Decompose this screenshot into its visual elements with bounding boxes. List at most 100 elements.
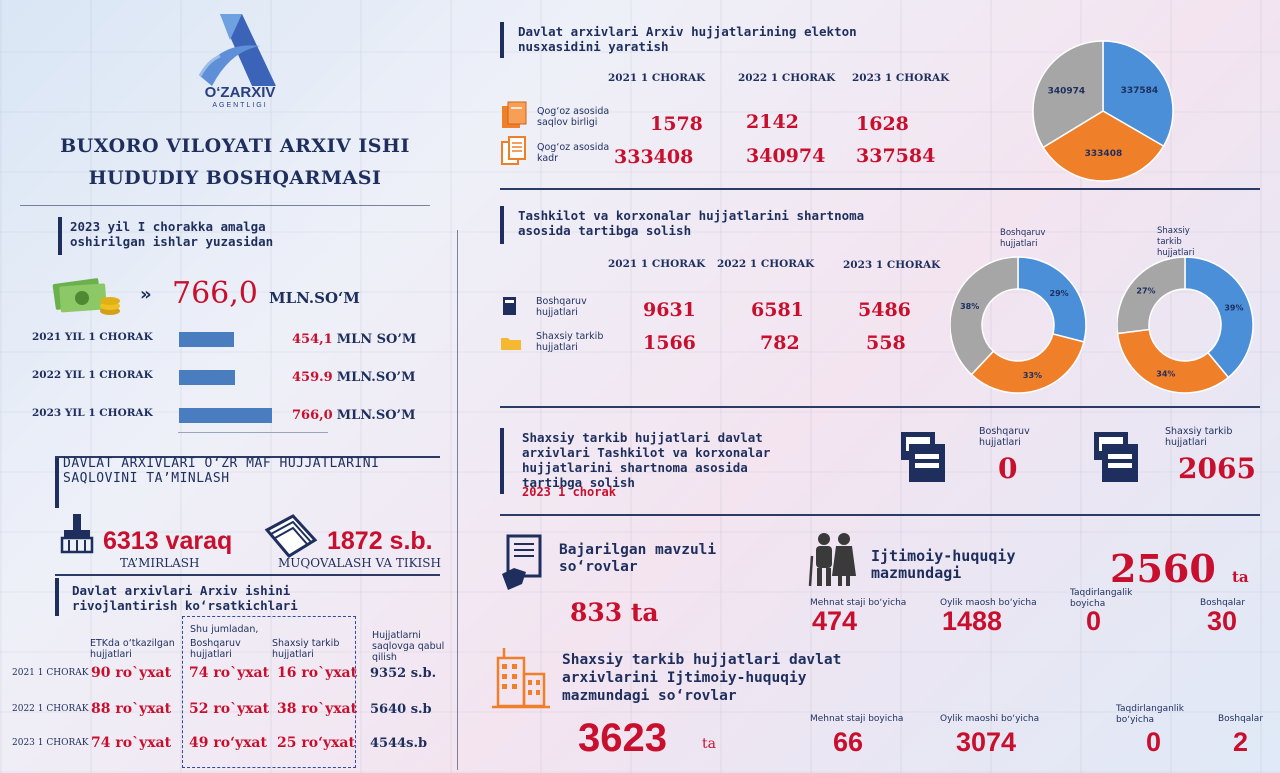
- divider: [500, 188, 1260, 190]
- request-item-value: 3074: [956, 727, 1017, 757]
- chart-slice: [1184, 256, 1254, 379]
- binding-label: MUQOVALASH VA TIKISH: [278, 556, 441, 570]
- request-item-value: 0: [1086, 606, 1102, 636]
- request-item-label: Oylik maosh bo‘yicha: [940, 598, 1037, 608]
- page-title-line2: HUDUDIY BOSHQARMASI: [88, 167, 382, 189]
- arrow-icon: »: [140, 284, 152, 305]
- contract-header-2023: 2023 1 CHORAK: [843, 259, 941, 271]
- chart-slice-label: 337584: [1121, 86, 1159, 96]
- shaxsiy-donut-chart: 39% 34% 27%: [1117, 256, 1254, 394]
- books-icon: [500, 100, 528, 134]
- request-item-value: 474: [812, 606, 858, 636]
- digital-cell: 333408: [614, 146, 694, 168]
- section-marker: [500, 428, 504, 494]
- income-row-label: 2022 YIL 1 CHORAK: [32, 369, 153, 381]
- divider: [55, 574, 440, 576]
- chart-slice-label: 33%: [1023, 371, 1042, 380]
- request-item-label: Boshqalar: [1218, 714, 1264, 724]
- page-title-line1: BUXORO VILOYATI ARXIV ISHI: [60, 135, 410, 157]
- development-title: Davlat arxivlari Arxiv ishini rivojlanti…: [72, 583, 298, 613]
- request-item-value: 66: [833, 727, 864, 757]
- chart-slice-label: 39%: [1224, 303, 1243, 312]
- logo-subtitle: AGENTLIGI: [212, 102, 268, 109]
- digital-pie-chart: 337584 333408 340974: [1032, 40, 1174, 182]
- personal-requests-unit: ta: [702, 736, 716, 752]
- dev-cell-boshqaruv: 52 ro`yxat: [189, 701, 270, 717]
- income-row-unit: MLN SO’M: [336, 332, 417, 347]
- contract-cell: 1566: [643, 332, 696, 354]
- personal-shaxsiy-value: 2065: [1178, 452, 1256, 485]
- boshqaruv-donut-chart: 29% 33% 38%: [950, 256, 1087, 394]
- binding-value: 1872 s.b.: [327, 527, 433, 555]
- digital-title: Davlat arxivlari Arxiv hujjatlarining el…: [518, 24, 857, 54]
- digital-row2-label: Qog‘oz asosida kadr: [537, 142, 610, 164]
- dev-cell-shaxsiy: 25 ro‘yxat: [277, 735, 355, 751]
- building-icon: [490, 644, 552, 714]
- logo: O‘ZARXIV AGENTLIGI: [190, 6, 290, 116]
- col-boshqaruv-header: Boshqaruv hujjatlari: [190, 638, 241, 660]
- income-axis: [178, 432, 328, 433]
- col-etk-header: ETKda o‘tkazilgan hujjatlari: [90, 638, 175, 660]
- chart-slice-label: 29%: [1050, 289, 1069, 298]
- income-row-amount: 766,0: [292, 408, 333, 423]
- col-saqlov-header: Hujjatlarni saqlovga qabul qilish: [372, 630, 445, 663]
- contract-cell: 782: [760, 332, 800, 354]
- personal-title: Shaxsiy tarkib hujjatlari davlat arxivla…: [522, 430, 771, 490]
- section-marker: [58, 217, 62, 255]
- dev-cell-saqlov: 9352 s.b.: [370, 666, 437, 681]
- dev-cell-saqlov: 5640 s.b: [370, 702, 432, 717]
- digital-cell: 2142: [746, 111, 799, 133]
- document-hand-icon: [500, 534, 544, 596]
- request-item-label: Mehnat staji bo‘yicha: [810, 598, 907, 608]
- column-divider: [457, 230, 458, 770]
- income-total-value: 766,0: [172, 276, 258, 311]
- chart-slice: [1032, 40, 1104, 149]
- donut2-title: Shaxsiy tarkib hujjatlari: [1157, 226, 1195, 258]
- income-row-value: 454,1 MLN SO’M: [292, 328, 416, 347]
- contract-header-2022: 2022 1 CHORAK: [717, 258, 815, 270]
- archive-box-icon: [1090, 428, 1142, 490]
- chart-slice: [1117, 256, 1186, 335]
- income-row-label: 2021 YIL 1 CHORAK: [32, 331, 153, 343]
- income-total-unit: MLN.SO‘M: [268, 289, 360, 307]
- contract-header-2021: 2021 1 CHORAK: [608, 258, 706, 270]
- digital-row1-label: Qog‘oz asosida saqlov birligi: [537, 106, 610, 128]
- group-header: Shu jumladan,: [190, 624, 259, 635]
- money-icon: [52, 275, 122, 320]
- request-item-label: Mehnat staji boyicha: [810, 714, 904, 724]
- divider: [500, 406, 1260, 408]
- contract-cell: 558: [866, 332, 906, 354]
- dev-row-label: 2021 1 CHORAK: [12, 668, 89, 678]
- binder-icon: [502, 296, 518, 320]
- donut1-title: Boshqaruv hujjatlari: [1000, 228, 1046, 249]
- divider: [55, 456, 440, 458]
- contract-cell: 5486: [858, 299, 911, 321]
- request-item-value: 30: [1207, 606, 1238, 636]
- dev-cell-etk: 90 ro`yxat: [91, 665, 172, 681]
- dev-cell-shaxsiy: 38 ro`yxat: [277, 701, 358, 717]
- income-row-value: 766,0 MLN.SO’M: [292, 404, 415, 423]
- dev-cell-boshqaruv: 49 ro‘yxat: [189, 735, 267, 751]
- contract-row2-label: Shaxsiy tarkib hujjatlari: [536, 331, 604, 353]
- chart-slice-label: 34%: [1156, 369, 1175, 378]
- personal-period: 2023 1 chorak: [522, 485, 616, 499]
- income-row-value: 459.9 MLN.SO’M: [292, 366, 415, 385]
- chart-slice: [1117, 328, 1230, 394]
- social-value: 2560: [1110, 546, 1216, 591]
- request-item-label: Boshqalar: [1200, 598, 1246, 608]
- digital-cell: 1578: [650, 113, 703, 135]
- section-marker: [500, 22, 504, 58]
- divider: [500, 514, 1260, 516]
- brush-icon: [58, 512, 96, 558]
- request-item-value: 0: [1146, 727, 1162, 757]
- section-marker: [55, 458, 59, 508]
- dev-cell-shaxsiy: 16 ro`yxat: [277, 665, 358, 681]
- folder-icon: [500, 335, 522, 355]
- chart-slice-label: 333408: [1085, 149, 1123, 159]
- preserve-title: DAVLAT ARXIVLARI O‘ZR MAF HUJJATLARINI S…: [63, 456, 380, 486]
- social-title: Ijtimoiy-huquqiy mazmundagi: [871, 547, 1016, 582]
- documents-icon: [500, 136, 528, 170]
- dev-cell-boshqaruv: 74 ro`yxat: [189, 665, 270, 681]
- digital-header-2023: 2023 1 CHORAK: [852, 72, 950, 84]
- chart-slice-label: 38%: [960, 302, 979, 311]
